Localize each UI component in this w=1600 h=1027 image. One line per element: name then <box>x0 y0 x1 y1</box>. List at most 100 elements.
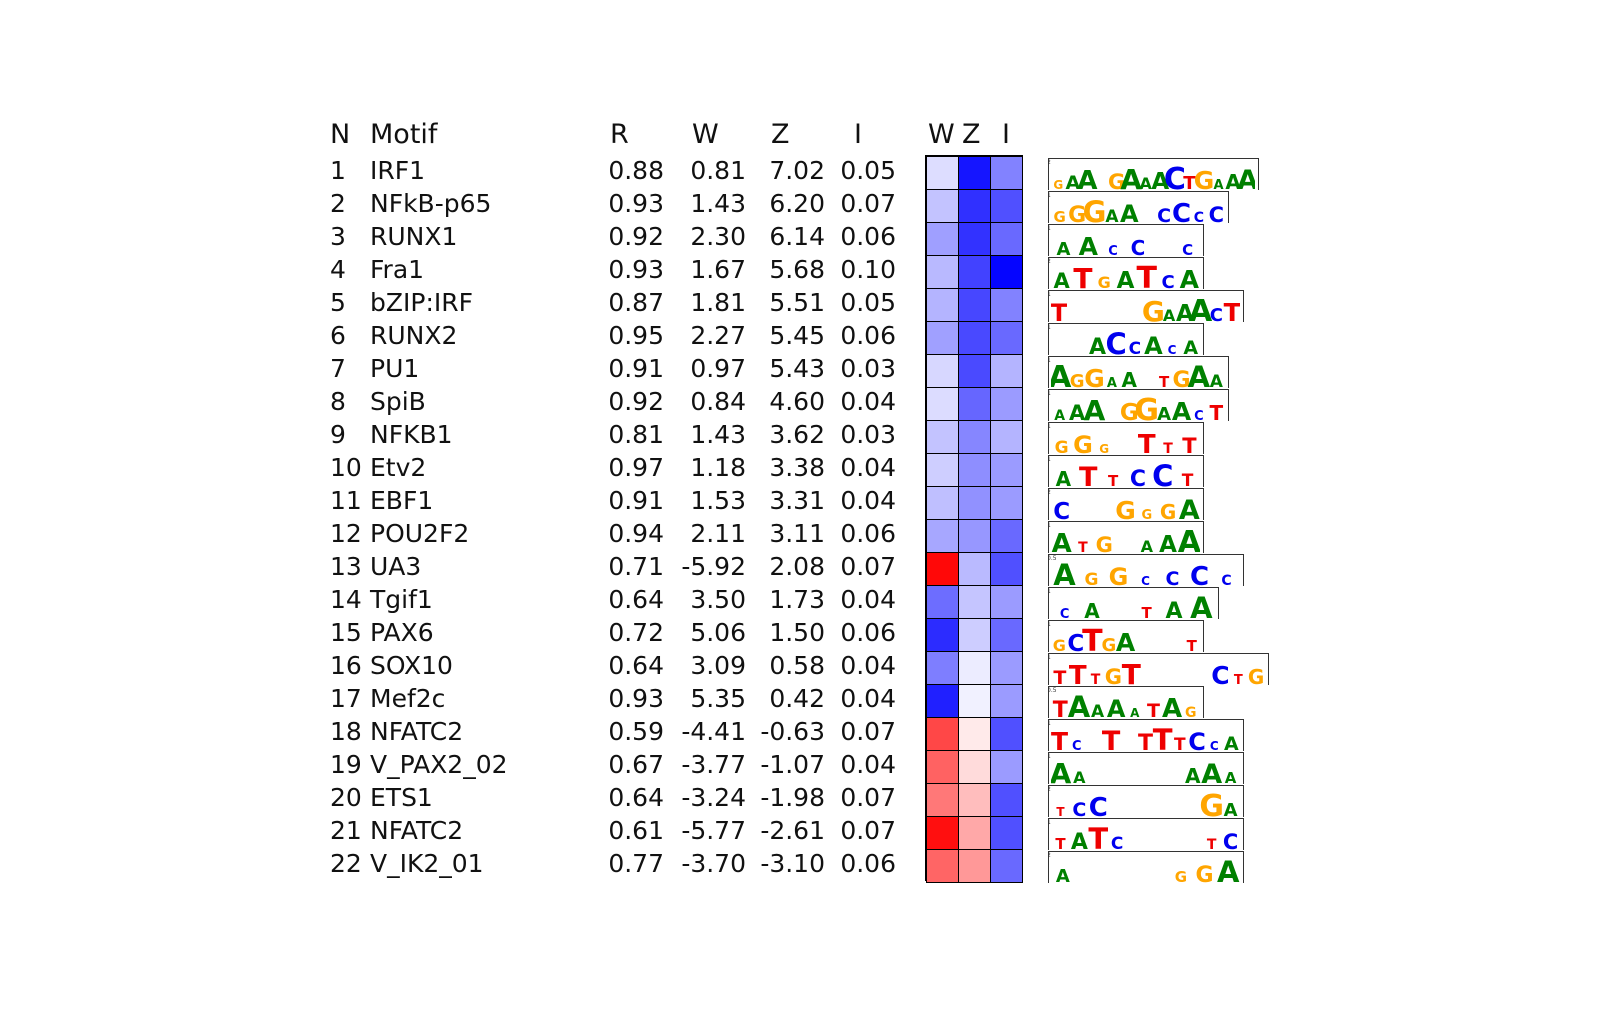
logo-letter: G <box>1055 438 1069 454</box>
heatmap-cell-z <box>958 519 991 553</box>
column-header-w: W <box>692 119 719 150</box>
cell-n: 12 <box>330 519 362 548</box>
heatmap-cell-i <box>990 321 1023 355</box>
cell-w: 1.67 <box>690 255 746 284</box>
logo-letter: G <box>1083 195 1107 223</box>
cell-motif: RUNX1 <box>370 222 458 251</box>
cell-r: 0.59 <box>608 717 664 746</box>
logo-letter: T <box>1073 262 1092 289</box>
cell-motif: Mef2c <box>370 684 446 713</box>
logo-letter: T <box>1102 726 1121 751</box>
logo-letter: C <box>1210 739 1219 751</box>
cell-z: 5.68 <box>769 255 825 284</box>
cell-i: 0.07 <box>840 783 896 812</box>
logo-letter: G <box>1099 442 1109 454</box>
logo-letter: A <box>1122 368 1138 388</box>
cell-w: -4.41 <box>681 717 746 746</box>
logo-letter: A <box>1052 529 1072 553</box>
logo-letter: C <box>1164 162 1186 190</box>
logo-letter: A <box>1105 207 1119 223</box>
logo-axis <box>1048 456 1049 487</box>
cell-r: 0.93 <box>608 684 664 713</box>
cell-r: 0.92 <box>608 222 664 251</box>
heatmap-cell-i <box>990 189 1023 223</box>
logo-letter: T <box>1079 462 1098 487</box>
heatmap-cell-w <box>926 849 959 883</box>
sequence-logo: 1TATCTC <box>1048 818 1244 850</box>
cell-z: 0.42 <box>769 684 825 713</box>
heatmap-cell-w <box>926 222 959 256</box>
heatmap-header-w: W <box>928 119 955 150</box>
logo-letter: C <box>1194 409 1204 421</box>
logo-glyphs: T GA AAC T <box>1051 294 1240 322</box>
heatmap-cell-w <box>926 255 959 289</box>
heatmap-cell-z <box>958 750 991 784</box>
logo-letter: A <box>1084 599 1100 619</box>
sequence-logo: 1AAAGGAACT <box>1048 389 1229 421</box>
cell-w: 1.43 <box>690 420 746 449</box>
heatmap-cell-z <box>958 717 991 751</box>
cell-n: 18 <box>330 717 362 746</box>
logo-letter: C <box>1182 241 1193 256</box>
logo-letter: T <box>1147 700 1160 718</box>
logo-axis <box>1048 588 1049 619</box>
cell-z: -1.98 <box>760 783 825 812</box>
logo-letter: G <box>1248 665 1264 685</box>
logo-tick: 2 <box>1048 787 1051 793</box>
logo-glyphs: GAAGAAACTGAAA <box>1053 162 1255 190</box>
cell-r: 0.92 <box>608 387 664 416</box>
cell-r: 0.94 <box>608 519 664 548</box>
cell-i: 0.06 <box>840 321 896 350</box>
column-header-z: Z <box>771 119 790 150</box>
heatmap-cell-z <box>958 420 991 454</box>
heatmap-cell-w <box>926 354 959 388</box>
logo-letter: A <box>1116 628 1136 652</box>
logo-letter: A <box>1140 174 1153 190</box>
logo-letter: A <box>1172 397 1192 421</box>
heatmap-cell-z <box>958 189 991 223</box>
cell-motif: SpiB <box>370 387 426 416</box>
logo-axis <box>1048 687 1049 718</box>
logo-letter: T <box>1053 667 1066 685</box>
cell-i: 0.04 <box>840 486 896 515</box>
logo-letter: G <box>1105 665 1122 685</box>
cell-motif: ETS1 <box>370 783 433 812</box>
logo-tick: 1 <box>1048 226 1051 232</box>
cell-z: 6.14 <box>769 222 825 251</box>
heatmap-cell-z <box>958 618 991 652</box>
logo-axis <box>1048 819 1049 850</box>
logo-letter: T <box>1182 471 1194 487</box>
cell-i: 0.05 <box>840 288 896 317</box>
logo-letter: A <box>1065 172 1080 190</box>
logo-letter: A <box>1163 306 1176 322</box>
logo-letter: C <box>1157 205 1171 223</box>
logo-letter: G <box>1141 508 1152 520</box>
cell-n: 16 <box>330 651 362 680</box>
logo-letter: T <box>1122 658 1141 685</box>
logo-letter: A <box>1051 757 1072 784</box>
heatmap-cell-w <box>926 717 959 751</box>
cell-r: 0.64 <box>608 651 664 680</box>
cell-w: 1.43 <box>690 189 746 218</box>
column-header-i: I <box>854 119 862 150</box>
logo-letter: A <box>1189 294 1213 322</box>
cell-n: 13 <box>330 552 362 581</box>
logo-letter: T <box>1234 673 1243 685</box>
logo-letter: G <box>1068 203 1086 223</box>
heatmap-cell-i <box>990 288 1023 322</box>
logo-axis <box>1048 192 1049 223</box>
logo-letter: A <box>1190 591 1213 619</box>
heatmap-cell-w <box>926 684 959 718</box>
logo-axis <box>1048 225 1049 256</box>
cell-z: 3.38 <box>769 453 825 482</box>
logo-axis <box>1048 159 1049 190</box>
heatmap-header-i: I <box>1002 119 1010 150</box>
cell-r: 0.88 <box>608 156 664 185</box>
cell-n: 22 <box>330 849 362 878</box>
heatmap-cell-i <box>990 618 1023 652</box>
cell-z: 1.73 <box>769 585 825 614</box>
